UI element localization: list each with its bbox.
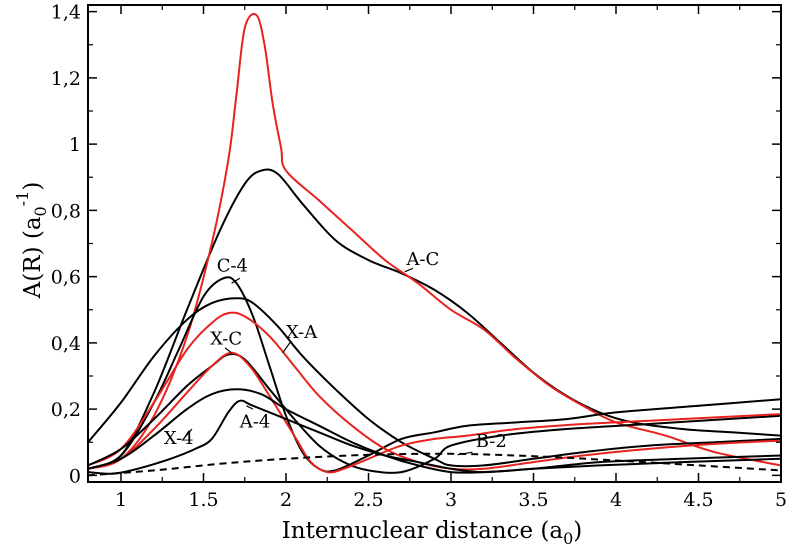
- x-tick-label: 3: [445, 489, 457, 511]
- series-line-x-a-red: [88, 311, 781, 471]
- y-tick-label: 0,2: [51, 399, 81, 421]
- series-line-x-a-black: [88, 297, 781, 468]
- x-tick-label: 1.5: [188, 489, 218, 511]
- x-tick-label: 4.5: [683, 489, 713, 511]
- x-tick-label: 2.5: [353, 489, 383, 511]
- x-tick-label: 4: [610, 489, 622, 511]
- annotation-label-a-c: A-C: [405, 249, 439, 270]
- annotation-leader-x-4: [181, 428, 193, 441]
- y-axis-title-superscript: -1: [13, 191, 32, 207]
- series-layer: [88, 12, 781, 477]
- y-axis-title-main: A(R) (a: [20, 216, 46, 299]
- y-tick-label: 0,8: [51, 200, 81, 222]
- annotation-label-b-2: B-2: [476, 431, 507, 452]
- y-tick-label: 0: [69, 465, 81, 487]
- y-tick-label: 1,4: [51, 2, 81, 24]
- annotation-leader-c-4: [231, 277, 241, 284]
- series-line-a-4: [88, 388, 781, 474]
- x-axis-title: Internuclear distance (a0): [282, 518, 583, 548]
- axis-layer: 1 1.5 2 2.5 3 3.5 4 4.5 5 0 0,2 0,4 0,6 0,8 1 1,2 1,4: [51, 2, 787, 511]
- y-tick-label: 0,4: [51, 333, 81, 355]
- annotation-leader-x-c: [224, 347, 232, 354]
- annotation-leader-b-2: [457, 451, 473, 456]
- annotation-label-x-4: X-4: [164, 428, 194, 449]
- y-tick-label: 0,6: [51, 267, 81, 289]
- y-axis-title-end: ): [20, 182, 46, 191]
- annotation-label-a-4: A-4: [239, 411, 271, 432]
- x-tick-label: 2: [280, 489, 292, 511]
- x-tick-label: 3.5: [518, 489, 548, 511]
- annotation-leader-x-a: [282, 340, 292, 354]
- y-tick-label: 1: [69, 134, 81, 156]
- annotation-label-x-c: X-C: [210, 329, 242, 350]
- series-line-x-c-red: [88, 351, 781, 474]
- x-axis-title-end: ): [573, 518, 582, 544]
- annotation-leader-a-c: [404, 267, 414, 273]
- plot-frame: [87, 4, 782, 483]
- x-axis-title-subscript: 0: [563, 529, 573, 548]
- y-axis-title: A(R) (a0-1): [13, 182, 50, 300]
- x-tick-label: 1: [115, 489, 127, 511]
- annotation-layer: A-C C-4 X-A X-C X-4 A-4 B-2: [164, 249, 507, 456]
- x-axis-title-main: Internuclear distance (a: [282, 518, 564, 544]
- series-line-x-4: [88, 399, 781, 475]
- annotation-label-c-4: C-4: [217, 256, 248, 277]
- annotation-leader-a-4: [246, 405, 254, 410]
- series-line-a-c-red: [88, 12, 781, 470]
- y-tick-label: 1,2: [51, 68, 81, 90]
- x-tick-label: 5: [775, 489, 787, 511]
- series-line-a-c-black: [88, 168, 781, 470]
- series-line-x-c-black: [88, 352, 781, 474]
- series-line-b-2: [88, 452, 781, 477]
- annotation-label-x-a: X-A: [286, 322, 318, 343]
- y-axis-title-subscript: 0: [31, 206, 50, 216]
